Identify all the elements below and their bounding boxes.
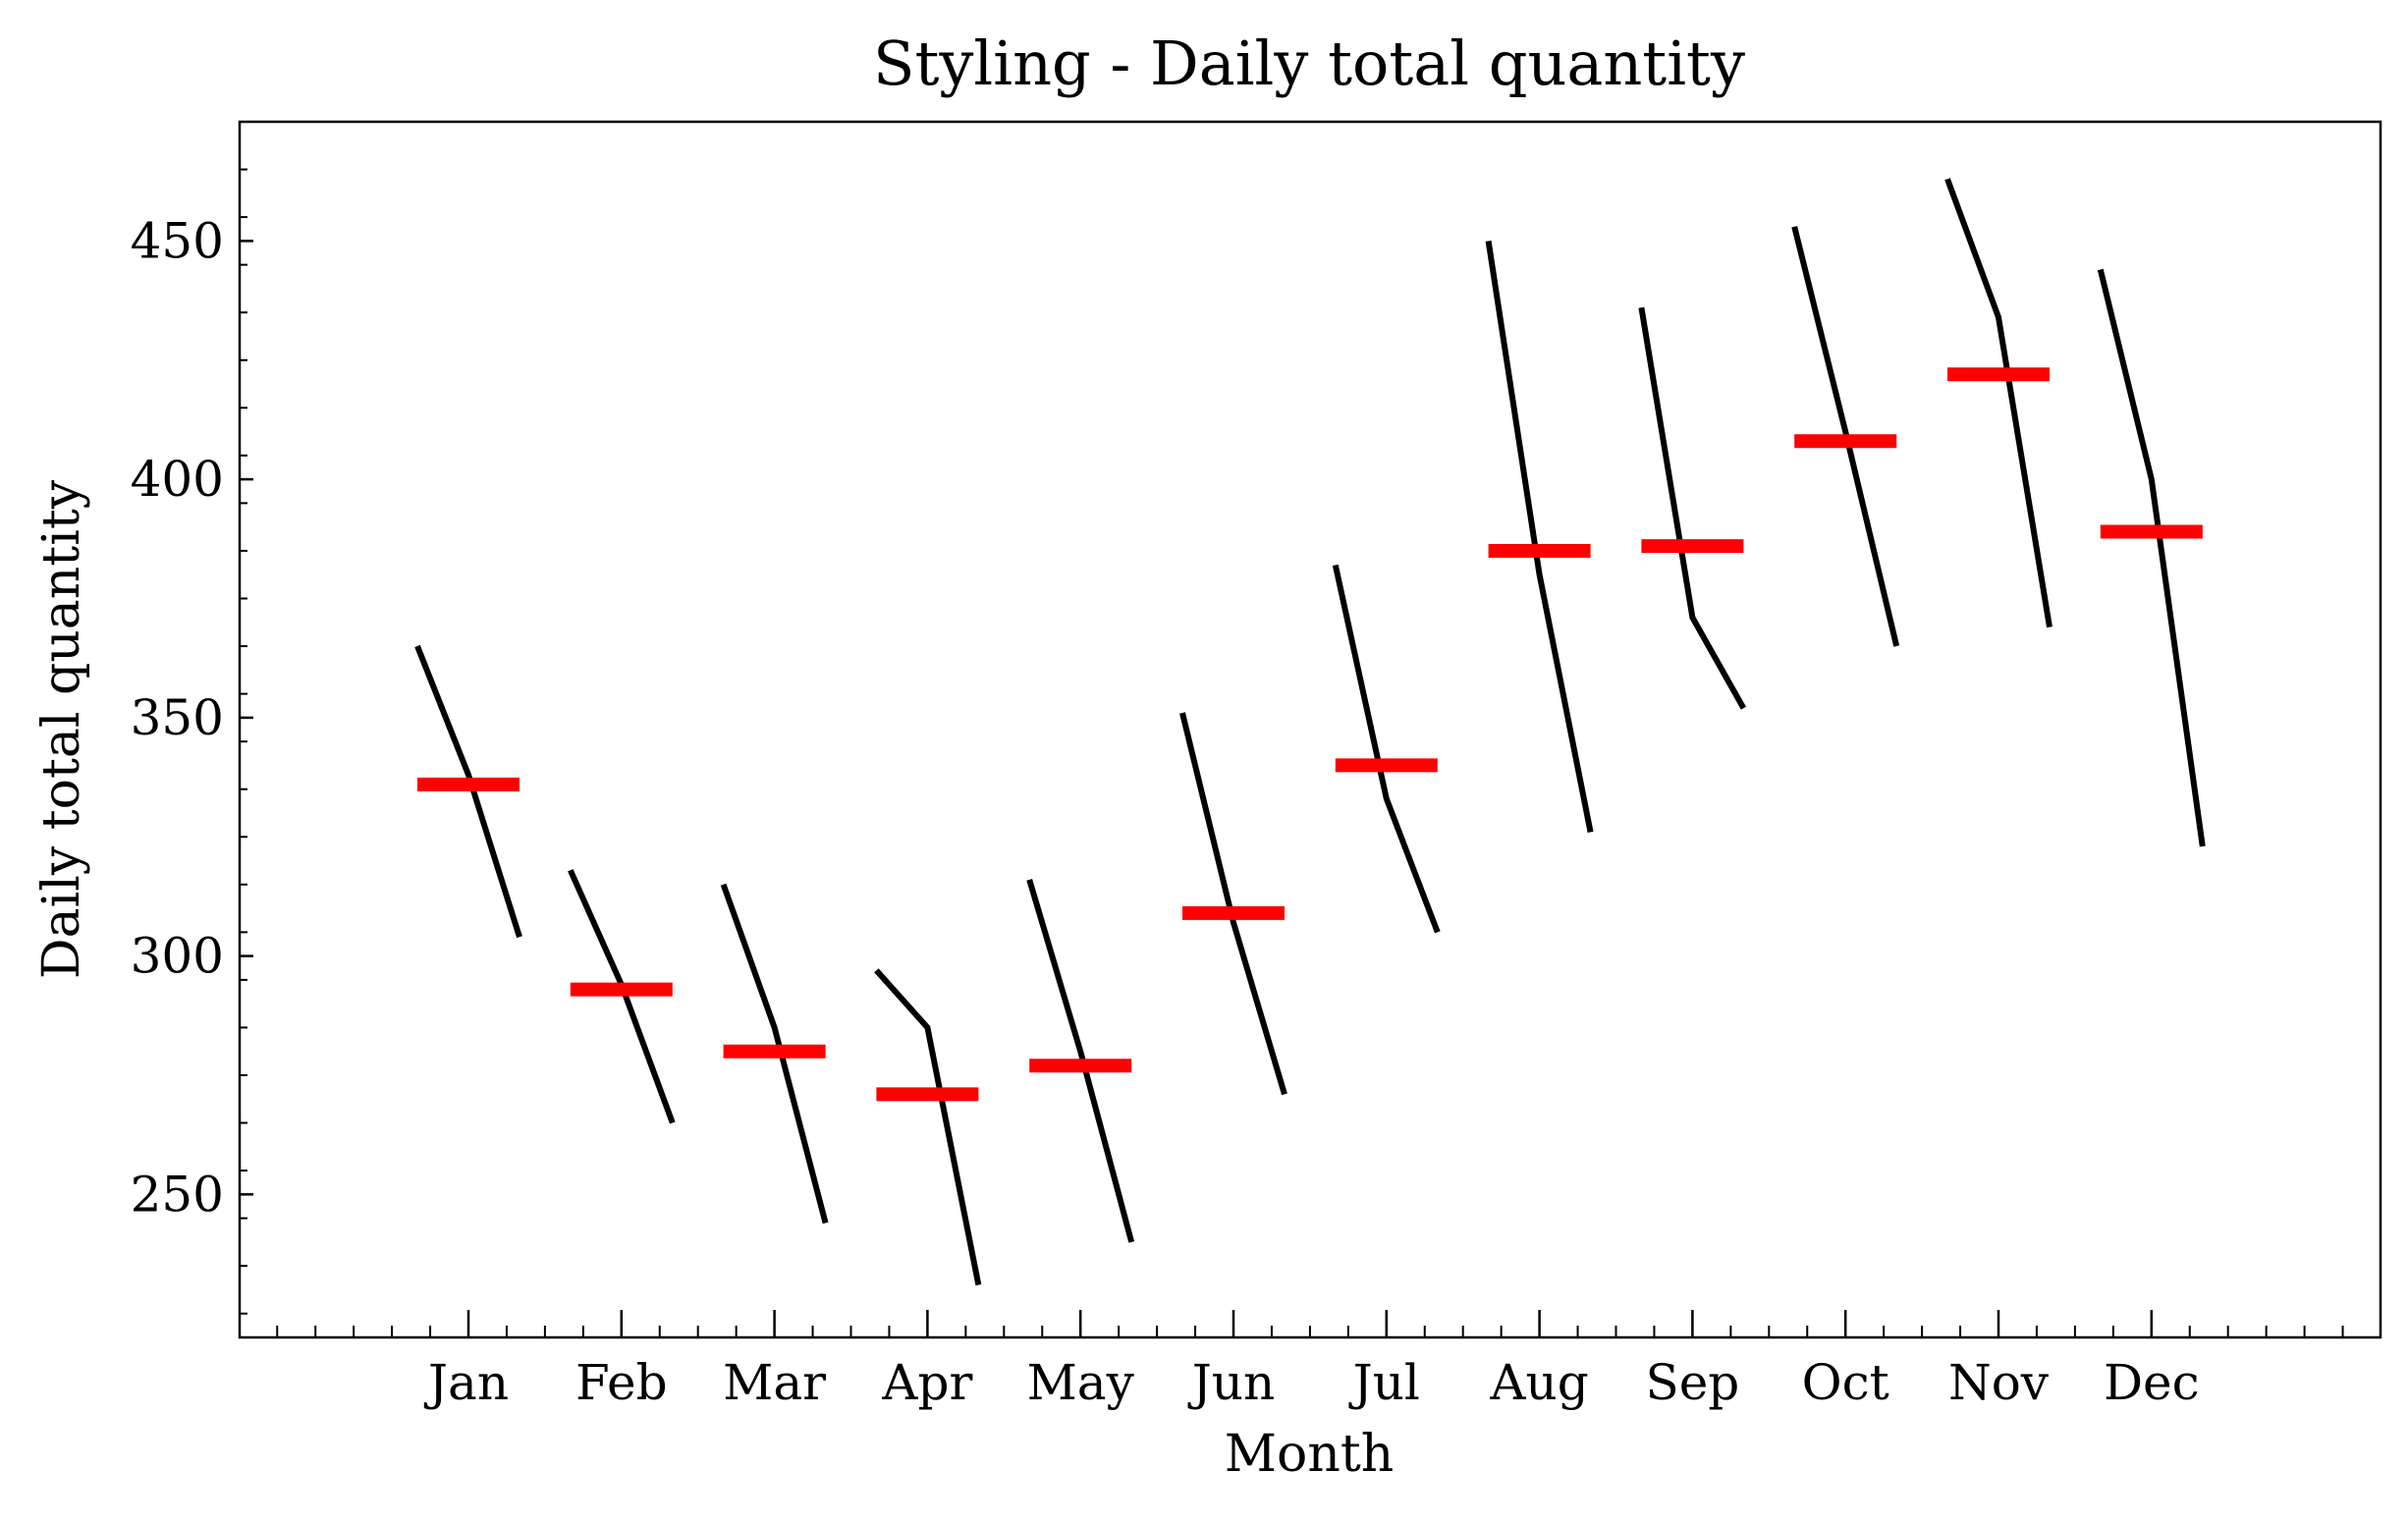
x-tick-label-sep: Sep (1645, 1354, 1739, 1411)
x-tick-label-jan: Jan (423, 1354, 509, 1411)
series-line-dec (2097, 268, 2206, 847)
series-line-nov (1944, 178, 2052, 628)
y-tick-label: 250 (131, 1166, 224, 1223)
y-tick-label: 350 (131, 689, 224, 746)
x-tick-label-jul: Jul (1348, 1354, 1420, 1411)
y-tick-label: 450 (131, 212, 224, 269)
axis-ticks (240, 168, 2344, 1337)
x-tick-label-jun: Jun (1187, 1354, 1275, 1411)
tick-labels: 250 300 350 400 450 Jan Feb Mar Apr May Jun Jul Aug S… (131, 212, 2200, 1411)
x-tick-label-aug: Aug (1489, 1354, 1588, 1411)
series-line-jan (414, 644, 522, 939)
axes-frame (238, 120, 2382, 1339)
chart-title: Styling - Daily total quantity (873, 27, 1745, 99)
x-tick-label-nov: Nov (1948, 1354, 2050, 1411)
series-line-oct (1791, 226, 1900, 647)
y-tick-label: 300 (131, 928, 224, 985)
plot-area (414, 178, 2206, 1286)
y-axis-label: Daily total quantity (32, 479, 91, 979)
x-tick-label-may: May (1027, 1354, 1135, 1411)
series-line-sep (1638, 306, 1747, 710)
series-line-may (1026, 879, 1135, 1243)
x-tick-label-apr: Apr (881, 1354, 972, 1411)
x-tick-label-dec: Dec (2104, 1354, 2200, 1411)
series-line-jul (1332, 564, 1441, 934)
y-tick-label: 400 (131, 451, 224, 508)
series-line-apr (874, 968, 982, 1286)
series-line-mar (720, 883, 829, 1224)
x-tick-label-oct: Oct (1802, 1354, 1889, 1411)
series-line-aug (1485, 240, 1594, 833)
x-tick-label-mar: Mar (723, 1354, 826, 1411)
x-axis-label: Month (1225, 1425, 1394, 1484)
series-line-jun (1179, 712, 1287, 1096)
x-tick-label-feb: Feb (575, 1354, 668, 1411)
